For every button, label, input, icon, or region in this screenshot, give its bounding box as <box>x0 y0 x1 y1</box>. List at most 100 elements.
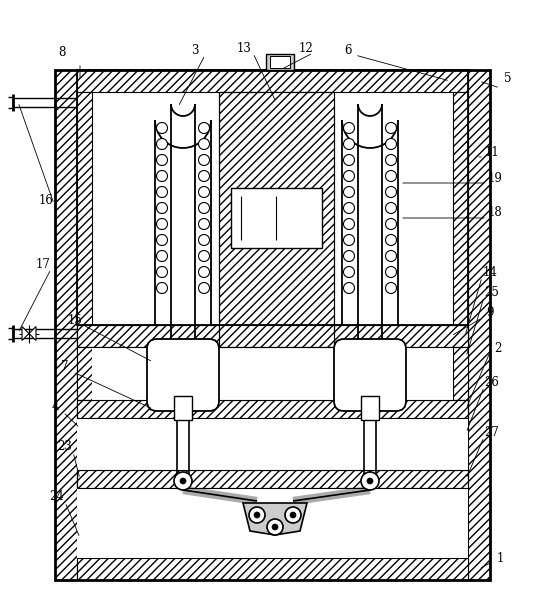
Bar <box>231 188 322 248</box>
Circle shape <box>367 478 373 484</box>
Circle shape <box>343 122 355 134</box>
Text: 8: 8 <box>58 45 66 59</box>
Text: 19: 19 <box>487 171 503 185</box>
Text: 27: 27 <box>485 425 499 439</box>
Circle shape <box>343 203 355 214</box>
Circle shape <box>249 507 265 523</box>
Circle shape <box>157 122 168 134</box>
Circle shape <box>157 250 168 261</box>
Text: 4: 4 <box>51 401 59 413</box>
Circle shape <box>199 283 209 293</box>
Text: 24: 24 <box>50 491 64 503</box>
Circle shape <box>199 218 209 229</box>
Circle shape <box>199 203 209 214</box>
Circle shape <box>199 250 209 261</box>
Circle shape <box>157 235 168 246</box>
Circle shape <box>361 472 379 490</box>
Circle shape <box>157 154 168 166</box>
Text: 17: 17 <box>35 258 51 272</box>
Circle shape <box>174 472 192 490</box>
Circle shape <box>285 507 301 523</box>
Bar <box>77 347 92 400</box>
Text: 11: 11 <box>485 145 499 159</box>
Bar <box>270 56 290 68</box>
Bar <box>219 92 334 347</box>
Text: 25: 25 <box>485 286 499 298</box>
Bar <box>77 92 92 325</box>
Text: 5: 5 <box>504 71 512 85</box>
Bar <box>468 70 490 580</box>
Bar <box>77 558 468 580</box>
Bar <box>77 325 468 347</box>
Circle shape <box>199 154 209 166</box>
Circle shape <box>180 478 186 484</box>
Text: 13: 13 <box>237 42 251 54</box>
Polygon shape <box>243 503 307 535</box>
Text: 2: 2 <box>494 341 502 355</box>
Circle shape <box>343 186 355 197</box>
Circle shape <box>343 218 355 229</box>
Circle shape <box>343 235 355 246</box>
Bar <box>77 70 468 92</box>
Circle shape <box>343 250 355 261</box>
Text: 23: 23 <box>58 440 72 454</box>
Circle shape <box>199 171 209 182</box>
Circle shape <box>386 235 397 246</box>
Circle shape <box>157 186 168 197</box>
Circle shape <box>386 203 397 214</box>
Circle shape <box>386 122 397 134</box>
Circle shape <box>386 139 397 149</box>
Circle shape <box>267 519 283 535</box>
Bar <box>77 488 468 558</box>
Bar <box>77 400 468 418</box>
Circle shape <box>343 171 355 182</box>
Bar <box>77 470 468 488</box>
Text: 1: 1 <box>496 552 504 564</box>
Circle shape <box>343 139 355 149</box>
Circle shape <box>157 171 168 182</box>
Bar <box>266 54 294 70</box>
Bar <box>219 92 334 347</box>
Text: 9: 9 <box>486 307 494 319</box>
Text: 12: 12 <box>299 42 313 54</box>
Circle shape <box>199 235 209 246</box>
Text: 18: 18 <box>487 206 502 220</box>
Text: 16: 16 <box>39 194 53 206</box>
Bar <box>361 396 379 420</box>
Polygon shape <box>22 327 29 341</box>
Circle shape <box>386 266 397 278</box>
Bar <box>92 347 453 400</box>
FancyBboxPatch shape <box>334 339 406 411</box>
Circle shape <box>199 122 209 134</box>
Bar <box>77 418 468 470</box>
Circle shape <box>157 218 168 229</box>
Circle shape <box>157 266 168 278</box>
Text: 7: 7 <box>61 361 69 373</box>
Circle shape <box>386 218 397 229</box>
Text: 15: 15 <box>67 313 83 327</box>
Bar <box>174 396 192 420</box>
Circle shape <box>272 524 278 530</box>
Bar <box>453 92 468 325</box>
Circle shape <box>386 283 397 293</box>
Circle shape <box>157 203 168 214</box>
Circle shape <box>386 171 397 182</box>
Bar <box>77 400 468 418</box>
Bar <box>453 347 468 400</box>
FancyBboxPatch shape <box>147 339 219 411</box>
Text: 6: 6 <box>344 44 352 56</box>
Text: 26: 26 <box>485 376 499 388</box>
Bar <box>55 70 77 580</box>
Circle shape <box>254 512 260 518</box>
Text: 14: 14 <box>483 266 497 278</box>
Circle shape <box>157 283 168 293</box>
Bar <box>55 70 490 580</box>
Bar <box>77 325 468 347</box>
Polygon shape <box>29 327 36 341</box>
Circle shape <box>343 266 355 278</box>
Circle shape <box>199 266 209 278</box>
Bar <box>77 470 468 488</box>
Circle shape <box>199 186 209 197</box>
Circle shape <box>157 139 168 149</box>
Circle shape <box>386 250 397 261</box>
